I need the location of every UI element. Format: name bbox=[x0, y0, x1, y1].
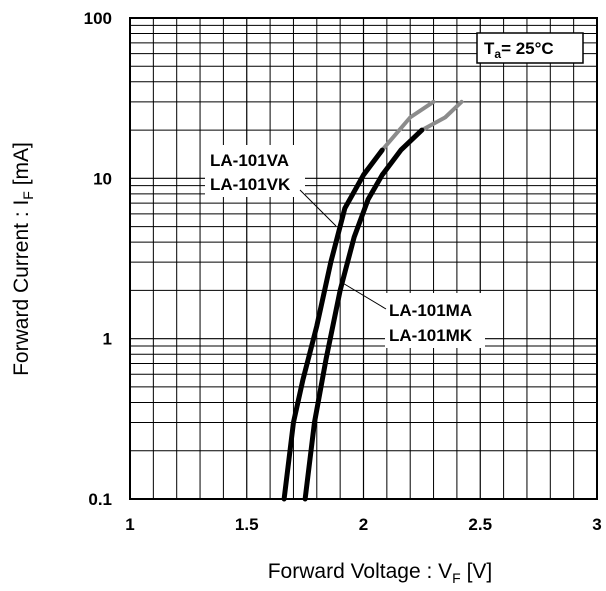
series-label-mk: LA-101MK bbox=[389, 326, 473, 345]
temperature-value: = 25°C bbox=[501, 39, 554, 58]
x-tick-label: 1 bbox=[125, 515, 134, 534]
x-axis-title-unit: [V] bbox=[461, 560, 493, 583]
y-axis-title-sub: F bbox=[20, 191, 36, 200]
y-axis-title-unit: [mA] bbox=[10, 142, 33, 191]
series-label-ma: LA-101MA bbox=[389, 301, 472, 320]
series-label-va: LA-101VA bbox=[210, 151, 289, 170]
y-axis-title: Forward Current : IF [mA] bbox=[10, 142, 36, 376]
x-tick-label: 2 bbox=[359, 515, 368, 534]
temperature-symbol: T bbox=[484, 39, 495, 58]
x-tick-label: 1.5 bbox=[235, 515, 259, 534]
y-tick-label: 100 bbox=[84, 9, 112, 28]
temperature-annotation: Ta= 25°C bbox=[477, 33, 583, 63]
y-tick-label: 0.1 bbox=[88, 490, 112, 509]
x-tick-label: 2.5 bbox=[468, 515, 492, 534]
y-axis-title-main: Forward Current : I bbox=[10, 200, 33, 376]
y-tick-label: 10 bbox=[93, 169, 112, 188]
x-tick-label: 3 bbox=[592, 515, 601, 534]
x-axis-title-sub: F bbox=[452, 570, 461, 586]
y-tick-label: 1 bbox=[103, 330, 112, 349]
series-label-vk: LA-101VK bbox=[210, 175, 291, 194]
x-axis-title-main: Forward Voltage : V bbox=[268, 560, 452, 583]
grid bbox=[130, 18, 597, 499]
